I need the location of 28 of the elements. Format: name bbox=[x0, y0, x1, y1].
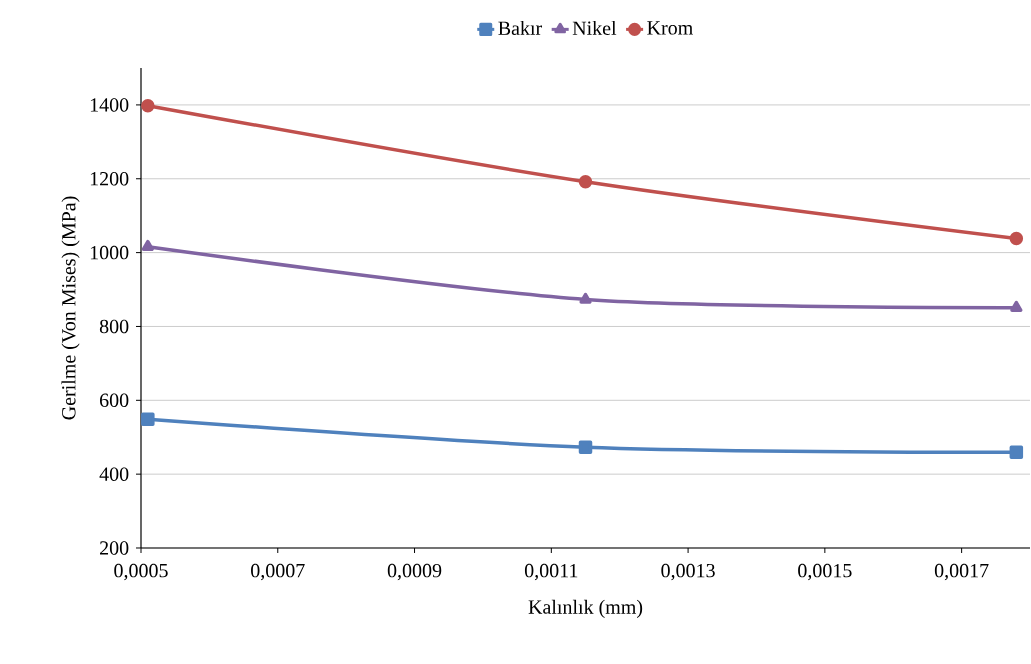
point bbox=[1010, 300, 1023, 312]
point bbox=[141, 98, 155, 113]
x-tick-label: 0,0005 bbox=[114, 563, 168, 581]
x-tick-label: 0,0009 bbox=[387, 563, 442, 581]
y-axis-title: Gerilme (Von Mises) (MPa) bbox=[61, 196, 80, 420]
point bbox=[141, 412, 155, 426]
y-tick-label: 800 bbox=[99, 319, 129, 334]
point bbox=[578, 440, 593, 454]
legend-label: Nikel bbox=[572, 20, 617, 36]
legend-label: Krom bbox=[647, 21, 693, 35]
y-tick-label: 400 bbox=[99, 467, 129, 481]
x-tick-label: 0,0015 bbox=[798, 563, 852, 581]
y-tick-label: 1000 bbox=[90, 245, 129, 260]
point bbox=[141, 239, 154, 251]
y-tick-label: 600 bbox=[99, 393, 129, 408]
point bbox=[578, 174, 593, 189]
x-tick-label: 0,0013 bbox=[661, 563, 715, 581]
x-tick-label: 0,0007 bbox=[251, 563, 305, 581]
legend-label: Bakır bbox=[498, 20, 543, 36]
x-tick-label: 0,0017 bbox=[934, 563, 989, 581]
point bbox=[1009, 445, 1024, 460]
y-tick-label: 200 bbox=[100, 541, 129, 555]
y-tick-label: 1200 bbox=[90, 172, 129, 186]
x-tick-label: 0,0011 bbox=[524, 563, 578, 581]
x-axis-title: Kalınlık (mm) bbox=[528, 599, 643, 618]
point bbox=[1009, 231, 1024, 246]
y-tick-label: 1400 bbox=[90, 98, 129, 112]
point bbox=[579, 292, 592, 304]
